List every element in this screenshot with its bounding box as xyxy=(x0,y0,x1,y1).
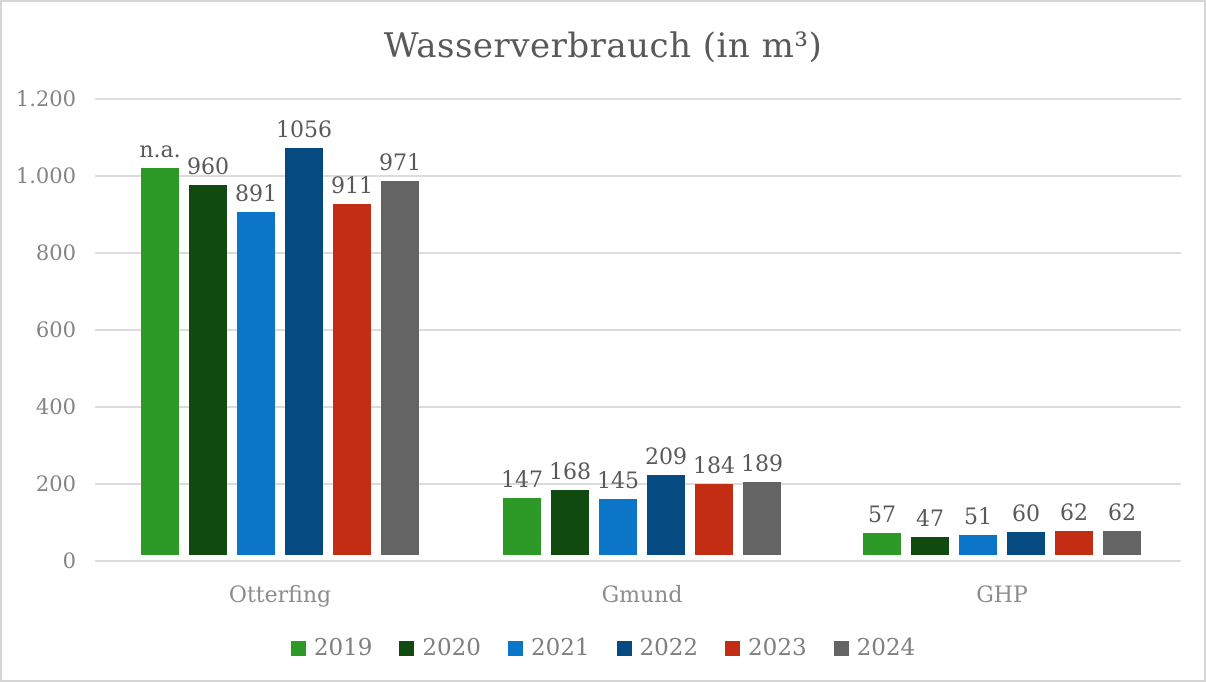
bar-cell: 189 xyxy=(741,452,783,555)
bar-cell: 891 xyxy=(235,182,277,555)
bar-cell: 60 xyxy=(1007,503,1045,555)
legend-item-2022: 2022 xyxy=(616,635,699,661)
legend-item-2020: 2020 xyxy=(399,635,481,661)
category-label-ghp: GHP xyxy=(976,583,1028,608)
bar-gmund-2023 xyxy=(695,484,733,555)
bar-group-gmund: 147 168 145 209 184 189 xyxy=(501,445,783,555)
y-gridline xyxy=(95,175,1181,177)
bar-cell: 47 xyxy=(911,508,949,555)
bar-value-label: 1056 xyxy=(276,118,332,143)
y-axis-tick-label: 800 xyxy=(35,241,76,265)
bar-cell: 51 xyxy=(959,506,997,555)
bar-cell: n.a. xyxy=(139,138,181,555)
y-gridline xyxy=(95,560,1181,562)
legend-item-2021: 2021 xyxy=(507,635,590,661)
legend-label-2021: 2021 xyxy=(530,635,590,661)
bar-gmund-2024 xyxy=(743,482,781,555)
bar-otterfing-2022 xyxy=(285,148,323,555)
y-axis-tick-label: 1.000 xyxy=(15,164,76,188)
legend-swatch-2020 xyxy=(399,640,415,656)
y-axis-tick-label: 400 xyxy=(35,395,76,419)
legend-label-2020: 2020 xyxy=(422,635,481,661)
y-gridline xyxy=(95,252,1181,254)
bar-value-label: 145 xyxy=(597,469,639,494)
bar-value-label: 911 xyxy=(331,174,373,199)
bar-value-label: 184 xyxy=(693,454,735,479)
bar-group-ghp: 57 47 51 60 62 62 xyxy=(863,502,1141,555)
bar-cell: 147 xyxy=(501,468,543,555)
bar-value-label: 57 xyxy=(868,503,896,528)
bar-cell: 209 xyxy=(645,445,687,555)
legend-swatch-2021 xyxy=(507,640,523,656)
bar-cell: 971 xyxy=(379,151,421,555)
bar-value-label: 971 xyxy=(379,151,421,176)
bar-ghp-2019 xyxy=(863,533,901,555)
y-gridline xyxy=(95,483,1181,485)
bar-value-label: 891 xyxy=(235,182,277,207)
bar-gmund-2020 xyxy=(551,490,589,555)
y-axis-tick-label: 0 xyxy=(62,549,76,573)
bar-value-label: 51 xyxy=(964,505,992,530)
bar-value-label: 62 xyxy=(1060,501,1088,526)
legend-item-2024: 2024 xyxy=(833,635,916,661)
bar-cell: 184 xyxy=(693,454,735,555)
bar-otterfing-2024 xyxy=(381,181,419,555)
bar-otterfing-2021 xyxy=(237,212,275,555)
legend-swatch-2022 xyxy=(616,640,632,656)
legend-swatch-2019 xyxy=(290,640,306,656)
y-gridline xyxy=(95,98,1181,100)
bar-value-label: n.a. xyxy=(139,138,181,163)
bar-cell: 911 xyxy=(331,174,373,555)
bar-value-label: 168 xyxy=(549,460,591,485)
category-label-gmund: Gmund xyxy=(601,583,683,608)
legend-label-2019: 2019 xyxy=(313,635,373,661)
bar-ghp-2021 xyxy=(959,535,997,555)
legend-swatch-2023 xyxy=(725,640,741,656)
y-gridline xyxy=(95,406,1181,408)
bar-cell: 960 xyxy=(187,155,229,555)
bar-cell: 62 xyxy=(1103,502,1141,555)
bar-value-label: 60 xyxy=(1012,502,1040,527)
bar-ghp-2023 xyxy=(1055,531,1093,555)
bar-ghp-2020 xyxy=(911,537,949,555)
legend-label-2024: 2024 xyxy=(856,635,916,661)
bar-cell: 57 xyxy=(863,504,901,555)
bar-ghp-2022 xyxy=(1007,532,1045,555)
bar-gmund-2022 xyxy=(647,475,685,555)
category-label-otterfing: Otterfing xyxy=(228,583,332,608)
bar-value-label: 189 xyxy=(741,452,783,477)
chart-title: Wasserverbrauch (in m³) xyxy=(383,26,823,66)
bar-group-otterfing: n.a. 960 891 1056 911 971 xyxy=(139,119,421,555)
y-axis-tick-label: 200 xyxy=(35,472,76,496)
bar-otterfing-2019 xyxy=(141,168,179,555)
bar-otterfing-2020 xyxy=(189,185,227,555)
legend-label-2023: 2023 xyxy=(748,635,807,661)
bar-cell: 145 xyxy=(597,469,639,555)
bar-value-label: 47 xyxy=(916,507,944,532)
y-axis-tick-label: 600 xyxy=(35,318,76,342)
y-gridline xyxy=(95,329,1181,331)
legend-item-2023: 2023 xyxy=(725,635,807,661)
bar-value-label: 960 xyxy=(187,155,229,180)
bar-gmund-2021 xyxy=(599,499,637,555)
legend-item-2019: 2019 xyxy=(290,635,373,661)
bar-value-label: 209 xyxy=(645,445,687,470)
bar-gmund-2019 xyxy=(503,498,541,555)
bar-otterfing-2023 xyxy=(333,204,371,555)
legend-label-2022: 2022 xyxy=(639,635,699,661)
bar-cell: 62 xyxy=(1055,502,1093,555)
bar-value-label: 147 xyxy=(501,468,543,493)
legend: 2019 2020 2021 2022 2023 2024 xyxy=(2,635,1204,661)
legend-swatch-2024 xyxy=(833,640,849,656)
bar-cell: 1056 xyxy=(276,119,332,555)
bar-cell: 168 xyxy=(549,460,591,555)
bar-ghp-2024 xyxy=(1103,531,1141,555)
y-axis-tick-label: 1.200 xyxy=(15,87,76,111)
bar-value-label: 62 xyxy=(1108,501,1136,526)
